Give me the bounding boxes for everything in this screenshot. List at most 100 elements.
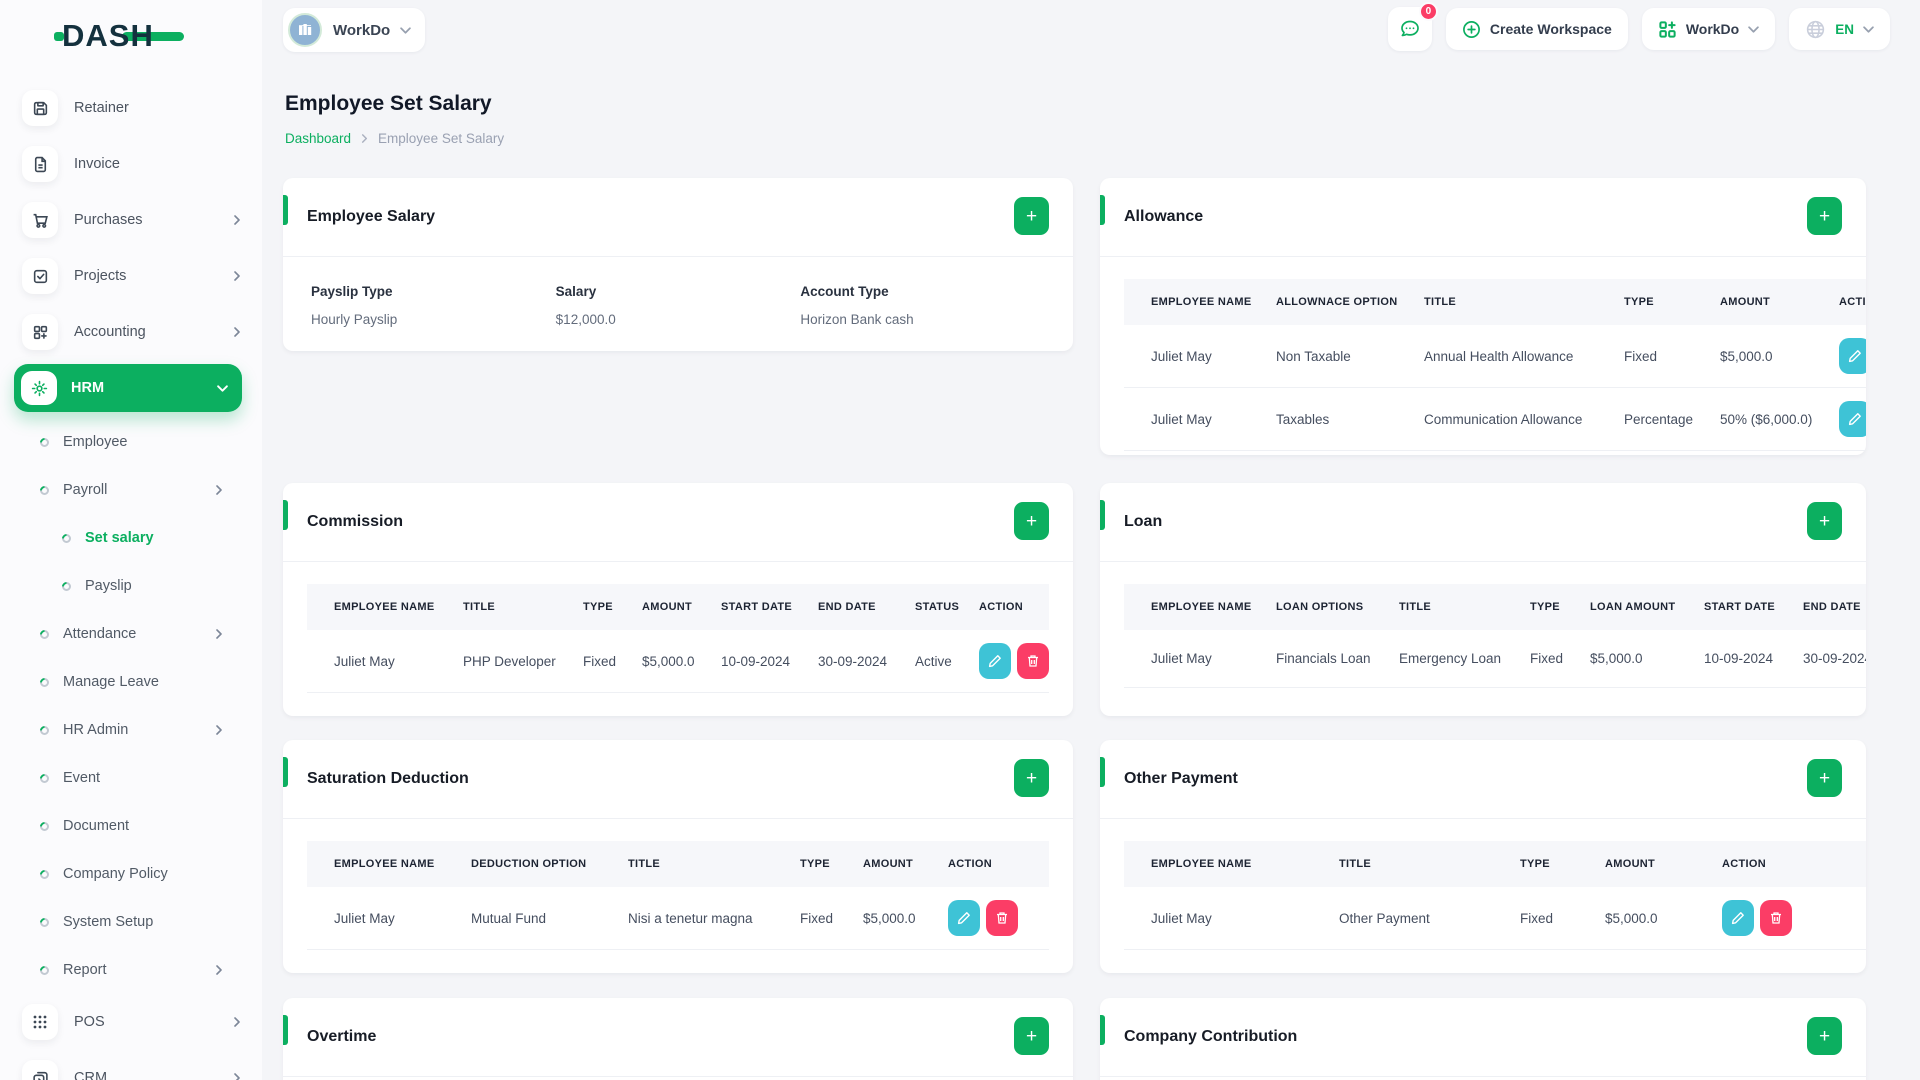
field-value: Hourly Payslip xyxy=(311,312,398,327)
sidebar-item-invoice[interactable]: Invoice xyxy=(0,140,262,188)
other-payment-card: Other Payment + EMPLOYEE NAME TITLE TYPE… xyxy=(1100,740,1866,973)
cell-allowance-option: Taxables xyxy=(1252,387,1400,451)
bullet-icon xyxy=(38,915,51,929)
employee-salary-card: Employee Salary + Payslip Type Hourly Pa… xyxy=(283,178,1073,351)
bullet-icon xyxy=(38,483,51,497)
sidebar-item-pos[interactable]: POS xyxy=(0,998,262,1046)
grid-plus-icon xyxy=(1659,20,1676,38)
pencil-icon xyxy=(1848,413,1861,426)
sidebar-item-manage-leave[interactable]: Manage Leave xyxy=(0,658,262,706)
edit-button[interactable] xyxy=(1722,900,1754,936)
create-workspace-button[interactable]: Create Workspace xyxy=(1445,8,1628,50)
sidebar-item-document[interactable]: Document xyxy=(0,802,262,850)
chevron-down-icon xyxy=(1863,24,1874,35)
overtime-card: Overtime + xyxy=(283,998,1073,1080)
bullet-icon xyxy=(38,723,51,737)
company-contribution-card: Company Contribution + xyxy=(1100,998,1866,1080)
language-label: EN xyxy=(1835,21,1854,37)
cell-title: Communication Allowance xyxy=(1400,387,1600,451)
sidebar-item-label: Event xyxy=(63,770,101,786)
add-loan-button[interactable]: + xyxy=(1807,502,1842,540)
add-saturation-deduction-button[interactable]: + xyxy=(1014,759,1049,797)
edit-button[interactable] xyxy=(948,900,980,936)
app-menu-dropdown[interactable]: WorkDo xyxy=(1641,8,1776,50)
column-header: AMOUNT xyxy=(1696,279,1815,325)
app-logo[interactable]: DASH xyxy=(54,18,184,52)
sidebar-item-retainer[interactable]: Retainer xyxy=(0,84,262,132)
bullet-icon xyxy=(38,963,51,977)
sidebar-item-label: Manage Leave xyxy=(63,674,159,690)
messages-button[interactable]: 0 xyxy=(1387,2,1438,51)
sidebar-item-label: System Setup xyxy=(63,914,154,930)
sidebar-item-hrm[interactable]: HRM xyxy=(14,364,242,412)
workspace-name: WorkDo xyxy=(333,21,391,39)
column-header: TITLE xyxy=(1400,279,1600,325)
pencil-icon xyxy=(1731,912,1744,925)
workspace-avatar-building-icon xyxy=(288,13,322,47)
sidebar-item-purchases[interactable]: Purchases xyxy=(0,196,262,244)
sidebar-item-accounting[interactable]: Accounting xyxy=(0,308,262,356)
add-company-contribution-button[interactable]: + xyxy=(1807,1017,1842,1055)
cell-type: Fixed xyxy=(1600,325,1696,388)
sidebar-item-payslip[interactable]: Payslip xyxy=(0,562,262,610)
cell-employee-name: Juliet May xyxy=(1124,630,1252,688)
sidebar-item-label: Invoice xyxy=(74,156,120,172)
sidebar-item-projects[interactable]: Projects xyxy=(0,252,262,300)
chevron-down-icon xyxy=(1748,24,1760,35)
sidebar-item-employee[interactable]: Employee xyxy=(0,418,262,466)
sidebar-item-set-salary[interactable]: Set salary xyxy=(0,514,262,562)
sidebar-item-system-setup[interactable]: System Setup xyxy=(0,898,262,946)
saturation-deduction-card: Saturation Deduction + EMPLOYEE NAME DED… xyxy=(283,740,1073,973)
delete-button[interactable] xyxy=(986,900,1018,936)
sidebar-item-label: Company Policy xyxy=(63,866,168,882)
card-title: Other Payment xyxy=(1124,770,1238,787)
cell-title: PHP Developer xyxy=(439,630,559,693)
table-row: Juliet May PHP Developer Fixed $5,000.0 … xyxy=(307,630,1049,693)
sidebar-item-label: Purchases xyxy=(74,212,143,228)
sidebar-item-event[interactable]: Event xyxy=(0,754,262,802)
topbar-actions: 0 Create Workspace WorkDo EN xyxy=(1387,2,1890,51)
cell-type: Percentage xyxy=(1600,387,1696,451)
sidebar-item-label: CRM xyxy=(74,1070,108,1080)
add-commission-button[interactable]: + xyxy=(1014,502,1049,540)
column-header: TYPE xyxy=(776,841,839,887)
sidebar-item-payroll[interactable]: Payroll xyxy=(0,466,262,514)
chevron-right-icon xyxy=(232,1017,242,1027)
cell-title: Annual Health Allowance xyxy=(1400,325,1600,388)
chevron-right-icon xyxy=(360,134,369,143)
add-employee-salary-button[interactable]: + xyxy=(1014,197,1049,235)
sidebar-item-hr-admin[interactable]: HR Admin xyxy=(0,706,262,754)
breadcrumb-dashboard-link[interactable]: Dashboard xyxy=(285,131,352,146)
card-accent xyxy=(1100,1015,1105,1045)
cell-employee-name: Juliet May xyxy=(1124,387,1252,451)
card-title: Company Contribution xyxy=(1124,1028,1298,1045)
chevron-right-icon xyxy=(214,629,224,639)
field-label: Salary xyxy=(555,284,597,299)
edit-button[interactable] xyxy=(979,643,1011,679)
workspace-switcher[interactable]: WorkDo xyxy=(283,8,426,52)
column-header: EMPLOYEE NAME xyxy=(1124,279,1252,325)
cell-employee-name: Juliet May xyxy=(307,887,447,950)
delete-button[interactable] xyxy=(1017,643,1049,679)
add-overtime-button[interactable]: + xyxy=(1014,1017,1049,1055)
sidebar-item-crm[interactable]: CRM xyxy=(0,1054,262,1080)
sidebar-item-company-policy[interactable]: Company Policy xyxy=(0,850,262,898)
sidebar-item-report[interactable]: Report xyxy=(0,946,262,994)
sidebar: DASH Retainer Invoice Purchases xyxy=(0,0,262,1080)
delete-button[interactable] xyxy=(1760,900,1792,936)
cart-icon xyxy=(22,202,58,238)
table-header-row: EMPLOYEE NAME ALLOWNACE OPTION TITLE TYP… xyxy=(1124,279,1866,325)
edit-button[interactable] xyxy=(1839,401,1866,437)
add-allowance-button[interactable]: + xyxy=(1807,197,1842,235)
sidebar-item-attendance[interactable]: Attendance xyxy=(0,610,262,658)
sidebar-item-label: POS xyxy=(74,1014,105,1030)
cell-type: Fixed xyxy=(559,630,618,693)
column-header: TYPE xyxy=(1496,841,1581,887)
add-other-payment-button[interactable]: + xyxy=(1807,759,1842,797)
bullet-icon xyxy=(38,771,51,785)
edit-button[interactable] xyxy=(1839,338,1866,374)
column-header: ALLOWNACE OPTION xyxy=(1252,279,1400,325)
language-dropdown[interactable]: EN xyxy=(1789,8,1890,50)
sidebar-item-label: Report xyxy=(63,962,107,978)
cell-employee-name: Juliet May xyxy=(307,630,439,693)
